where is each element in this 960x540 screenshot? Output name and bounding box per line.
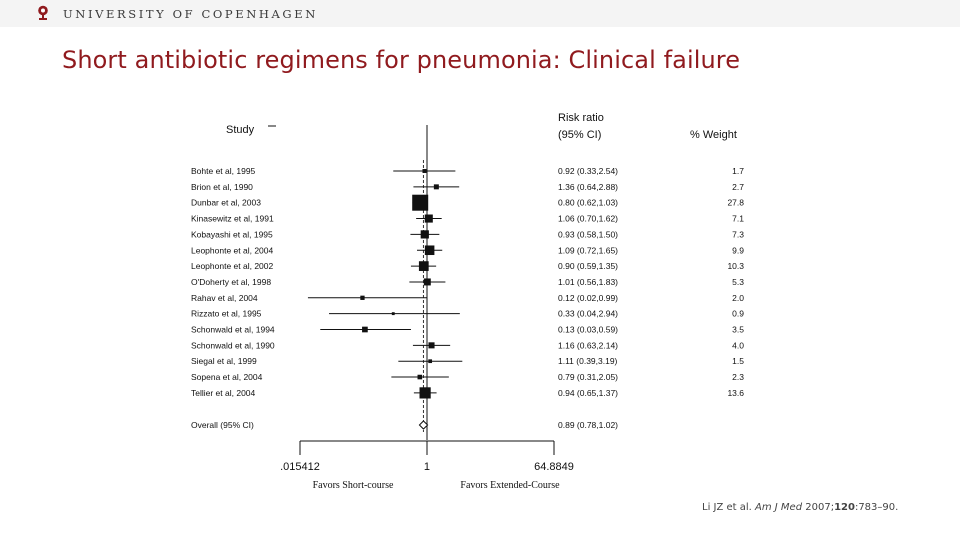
x-tick-label: 1 — [424, 461, 430, 473]
citation-journal: Am J Med — [755, 502, 803, 513]
ratio-value: 1.16 (0.63,2.14) — [558, 340, 618, 350]
weight-value: 7.3 — [732, 229, 744, 239]
favors-short-label: Favors Short-course — [313, 480, 394, 491]
citation-year: 2007; — [805, 502, 835, 513]
study-label: Dunbar et al, 2003 — [191, 198, 261, 208]
weight-value: 7.1 — [732, 214, 744, 224]
column-header-study: Study — [226, 124, 255, 136]
column-header-ci: (95% CI) — [558, 129, 601, 141]
favors-extended-label: Favors Extended-Course — [460, 480, 560, 491]
weight-value: 0.9 — [732, 309, 744, 319]
study-label: Tellier et al, 2004 — [191, 388, 256, 398]
study-label: Schonwald et al, 1994 — [191, 325, 275, 335]
ratio-value: 1.09 (0.72,1.65) — [558, 245, 618, 255]
header-bar: UNIVERSITY OF COPENHAGEN — [0, 0, 960, 27]
weight-value: 3.5 — [732, 325, 744, 335]
citation-pages: :783–90. — [854, 502, 899, 513]
point-estimate — [391, 312, 395, 316]
point-estimate — [428, 342, 435, 349]
point-estimate — [362, 326, 368, 333]
point-estimate — [428, 359, 433, 364]
ratio-value: 0.33 (0.04,2.94) — [558, 309, 618, 319]
study-label: Sopena et al, 2004 — [191, 372, 263, 382]
study-label: Leophonte et al, 2002 — [191, 261, 274, 271]
ratio-value: 0.13 (0.03,0.59) — [558, 325, 618, 335]
ratio-value: 0.93 (0.58,1.50) — [558, 229, 618, 239]
ratio-value: 0.94 (0.65,1.37) — [558, 388, 618, 398]
citation: Li JZ et al. Am J Med 2007;120:783–90. — [702, 502, 898, 513]
point-estimate — [360, 295, 365, 300]
ratio-value: 0.90 (0.59,1.35) — [558, 261, 618, 271]
ratio-value: 0.80 (0.62,1.03) — [558, 198, 618, 208]
column-header-weight: % Weight — [690, 129, 737, 141]
study-label: Brion et al, 1990 — [191, 182, 253, 192]
slide-title: Short antibiotic regimens for pneumonia:… — [62, 46, 741, 74]
ratio-value: 0.79 (0.31,2.05) — [558, 372, 618, 382]
study-label: Leophonte et al, 2004 — [191, 245, 274, 255]
overall-diamond — [418, 420, 429, 430]
study-label: Rahav et al, 2004 — [191, 293, 258, 303]
university-seal-icon — [38, 5, 48, 20]
study-label: Bohte et al, 1995 — [191, 166, 256, 176]
point-estimate — [424, 214, 433, 223]
weight-value: 10.3 — [727, 261, 744, 271]
point-estimate — [418, 261, 429, 271]
ratio-value: 1.06 (0.70,1.62) — [558, 214, 618, 224]
point-estimate — [420, 230, 429, 239]
weight-value: 1.7 — [732, 166, 744, 176]
study-label: Siegal et al, 1999 — [191, 356, 257, 366]
study-label: O'Doherty et al, 1998 — [191, 277, 271, 287]
overall-ratio-value: 0.89 (0.78,1.02) — [558, 420, 618, 430]
point-estimate — [433, 184, 439, 190]
point-estimate — [423, 278, 431, 286]
weight-value: 4.0 — [732, 340, 744, 350]
weight-value: 5.3 — [732, 277, 744, 287]
point-estimate — [417, 374, 423, 380]
point-estimate — [412, 194, 429, 211]
weight-value: 9.9 — [732, 245, 744, 255]
weight-value: 2.3 — [732, 372, 744, 382]
ratio-value: 1.11 (0.39,3.19) — [558, 356, 618, 366]
weight-value: 2.0 — [732, 293, 744, 303]
university-name: UNIVERSITY OF COPENHAGEN — [63, 7, 318, 21]
x-tick-label: .015412 — [280, 461, 320, 473]
ratio-value: 0.12 (0.02,0.99) — [558, 293, 618, 303]
column-header-risk-ratio: Risk ratio — [558, 112, 604, 124]
point-estimate — [419, 387, 431, 399]
study-label: Kinasewitz et al, 1991 — [191, 214, 274, 224]
weight-value: 13.6 — [727, 388, 744, 398]
study-label: Rizzato et al, 1995 — [191, 309, 262, 319]
point-estimate — [424, 245, 435, 256]
weight-value: 2.7 — [732, 182, 744, 192]
ratio-value: 0.92 (0.33,2.54) — [558, 166, 618, 176]
x-tick-label: 64.8849 — [534, 461, 574, 473]
study-label: Kobayashi et al, 1995 — [191, 229, 273, 239]
ratio-value: 1.01 (0.56,1.83) — [558, 277, 618, 287]
point-estimate — [422, 169, 427, 173]
citation-authors: Li JZ et al. — [702, 502, 752, 513]
weight-value: 27.8 — [727, 198, 744, 208]
overall-label: Overall (95% CI) — [191, 420, 254, 430]
study-label: Schonwald et al, 1990 — [191, 340, 275, 350]
weight-value: 1.5 — [732, 356, 744, 366]
ratio-value: 1.36 (0.64,2.88) — [558, 182, 618, 192]
citation-volume: 120 — [834, 502, 855, 513]
